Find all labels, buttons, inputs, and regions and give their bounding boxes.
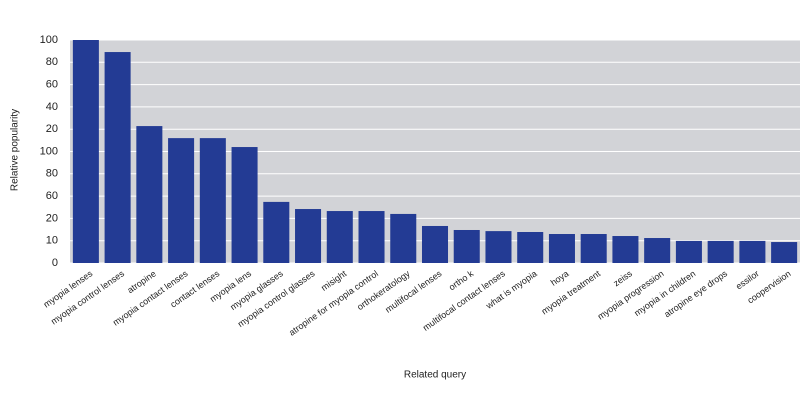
- bar: [104, 52, 131, 264]
- y-tick-label: 60: [46, 79, 58, 91]
- bar: [136, 126, 163, 263]
- bar: [771, 242, 798, 263]
- bar: [168, 138, 195, 263]
- y-tick-label: 20: [46, 212, 58, 224]
- bar: [517, 232, 544, 263]
- bar: [675, 240, 702, 263]
- y-tick-label: 10: [46, 235, 58, 247]
- x-tick-label: multifocal lenses: [383, 268, 444, 315]
- x-tick-label: myopia treatment: [540, 268, 603, 316]
- bar: [231, 147, 258, 263]
- bar: [72, 40, 99, 263]
- y-tick-label: 100: [40, 34, 58, 46]
- bar: [707, 240, 734, 263]
- bar: [199, 138, 226, 263]
- y-tick-label: 80: [46, 56, 58, 68]
- bar: [326, 211, 353, 263]
- y-tick-label: 20: [46, 123, 58, 135]
- x-tick-label: essilor: [734, 268, 761, 291]
- bar: [295, 209, 322, 263]
- y-tick-label: 0: [52, 257, 58, 269]
- bar: [548, 234, 575, 263]
- y-tick-label: 80: [46, 168, 58, 180]
- bar: [580, 234, 607, 263]
- y-tick-label: 40: [46, 101, 58, 113]
- bar: [421, 225, 449, 263]
- bar: [739, 240, 766, 263]
- bar: [390, 213, 417, 263]
- bar: [358, 211, 385, 263]
- bar: [485, 231, 512, 263]
- bar: [453, 229, 480, 263]
- bar: [612, 236, 639, 263]
- y-tick-label: 60: [46, 190, 58, 202]
- y-axis-title: Relative popularity: [10, 109, 21, 191]
- x-tick-label: hoya: [549, 268, 571, 287]
- bar: [644, 238, 671, 263]
- x-axis-title: Related query: [404, 370, 466, 381]
- bar: [263, 201, 290, 263]
- x-tick-label: zeiss: [611, 268, 634, 288]
- y-tick-label: 100: [40, 145, 58, 157]
